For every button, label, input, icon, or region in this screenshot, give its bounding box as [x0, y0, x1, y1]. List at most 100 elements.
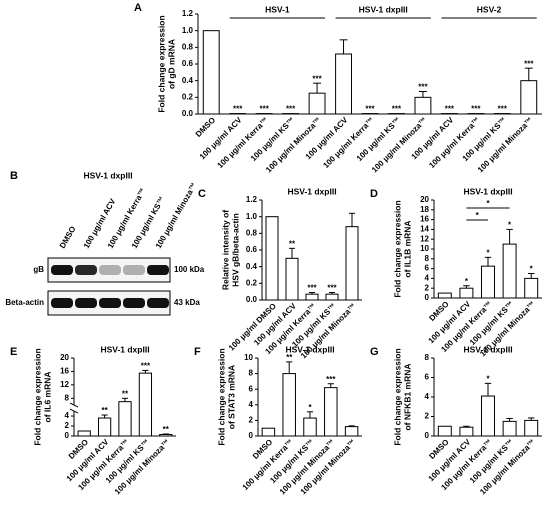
band	[75, 298, 97, 308]
bar	[502, 420, 517, 437]
significance: ***	[307, 284, 317, 293]
y-axis-label: of gD mRNA	[166, 39, 176, 89]
y-axis-label: HSV gB/beta-actin	[230, 213, 240, 287]
y-tick-label: 1.2	[182, 9, 194, 18]
bar	[282, 373, 296, 437]
band	[99, 265, 121, 275]
significance: **	[163, 425, 170, 434]
y-tick-label: 4	[65, 411, 70, 420]
panel-letter: A	[134, 2, 142, 14]
y-tick-label: 8	[425, 353, 430, 362]
bar	[265, 216, 279, 301]
bar	[159, 434, 173, 437]
band	[123, 298, 145, 308]
row-label: gB	[33, 265, 44, 274]
bar	[97, 417, 112, 437]
panel-letter: G	[370, 346, 379, 358]
significance: *	[465, 277, 469, 286]
y-tick-label: 10	[420, 244, 429, 253]
comparison-label: *	[476, 211, 480, 220]
y-tick-label: 0	[425, 431, 430, 440]
significance: **	[122, 389, 129, 398]
lane-label: 100 μg/ml Minoza™	[154, 181, 199, 250]
significance: ***	[233, 105, 243, 114]
significance: ***	[286, 105, 296, 114]
bar	[459, 426, 474, 437]
bar	[524, 419, 539, 437]
bar	[414, 96, 432, 115]
y-tick-label: 0.8	[182, 42, 194, 51]
y-tick-label: 0.8	[246, 228, 258, 237]
band	[51, 265, 73, 275]
y-tick-label: 0	[249, 431, 254, 440]
bar	[524, 277, 539, 299]
y-tick-label: 6	[249, 384, 254, 393]
bar	[325, 293, 339, 301]
y-tick-label: 20	[60, 353, 69, 362]
y-tick-label: 0.0	[182, 109, 194, 118]
significance: ***	[141, 362, 151, 371]
comparison-label: *	[486, 199, 490, 208]
significance: ***	[259, 105, 269, 114]
panel-letter: F	[194, 346, 201, 358]
significance: **	[101, 406, 108, 415]
bar	[138, 372, 153, 437]
y-tick-label: 0.4	[246, 262, 258, 271]
y-tick-label: 2	[249, 416, 254, 425]
bar	[285, 257, 299, 301]
bar	[202, 30, 220, 115]
axis-break	[69, 402, 79, 408]
bar	[305, 293, 319, 301]
bar	[308, 92, 326, 115]
significance: ***	[326, 375, 336, 384]
y-axis-label: Fold change expression	[392, 348, 402, 445]
y-tick-label: 12	[420, 234, 429, 243]
significance: ***	[312, 74, 322, 83]
y-tick-label: 2	[425, 283, 430, 292]
chart-title: HSV-1 dxpIII	[463, 344, 512, 354]
panel-letter: B	[10, 170, 18, 182]
band	[99, 298, 121, 308]
size-label: 43 kDa	[174, 298, 200, 307]
significance: ***	[445, 105, 455, 114]
y-tick-label: 0	[65, 431, 70, 440]
group-label: HSV-1 dxpIII	[359, 4, 408, 14]
row-label: Beta-actin	[5, 298, 44, 307]
y-axis-label: of NFKB1 mRNA	[402, 363, 412, 430]
lane-label: DMSO	[58, 225, 78, 250]
bar	[335, 53, 352, 115]
y-tick-label: 0	[425, 293, 430, 302]
y-tick-label: 0.6	[246, 245, 258, 254]
significance: ***	[471, 105, 481, 114]
bar	[118, 401, 132, 437]
y-tick-label: 16	[420, 215, 429, 224]
y-axis-label: Fold change expression	[156, 15, 166, 112]
y-tick-label: 2	[425, 412, 430, 421]
y-tick-label: 6	[425, 373, 430, 382]
band	[147, 298, 169, 308]
bar	[502, 243, 517, 299]
bar	[459, 287, 474, 299]
chart-title: HSV-1 dxpIII	[287, 186, 336, 196]
significance: ***	[392, 105, 402, 114]
chart-title: HSV-1 dxpIII	[285, 344, 334, 354]
significance: **	[286, 353, 293, 362]
bar	[481, 265, 495, 299]
significance: *	[530, 265, 534, 274]
y-tick-label: 14	[420, 225, 429, 234]
y-axis-label: Fold change expression	[32, 348, 42, 445]
y-axis-label: of IL6 mRNA	[42, 372, 52, 423]
axis-break	[69, 408, 79, 414]
y-tick-label: 0.0	[246, 295, 258, 304]
bar	[303, 417, 317, 437]
y-tick-label: 4	[249, 400, 254, 409]
y-tick-label: 0.2	[182, 92, 194, 101]
y-tick-label: 0.6	[182, 59, 194, 68]
y-axis-label: Relative intensity of	[220, 210, 230, 290]
band	[123, 265, 145, 275]
y-tick-label: 1.0	[182, 26, 194, 35]
band	[147, 265, 169, 275]
significance: ***	[418, 83, 428, 92]
bar	[520, 80, 538, 115]
